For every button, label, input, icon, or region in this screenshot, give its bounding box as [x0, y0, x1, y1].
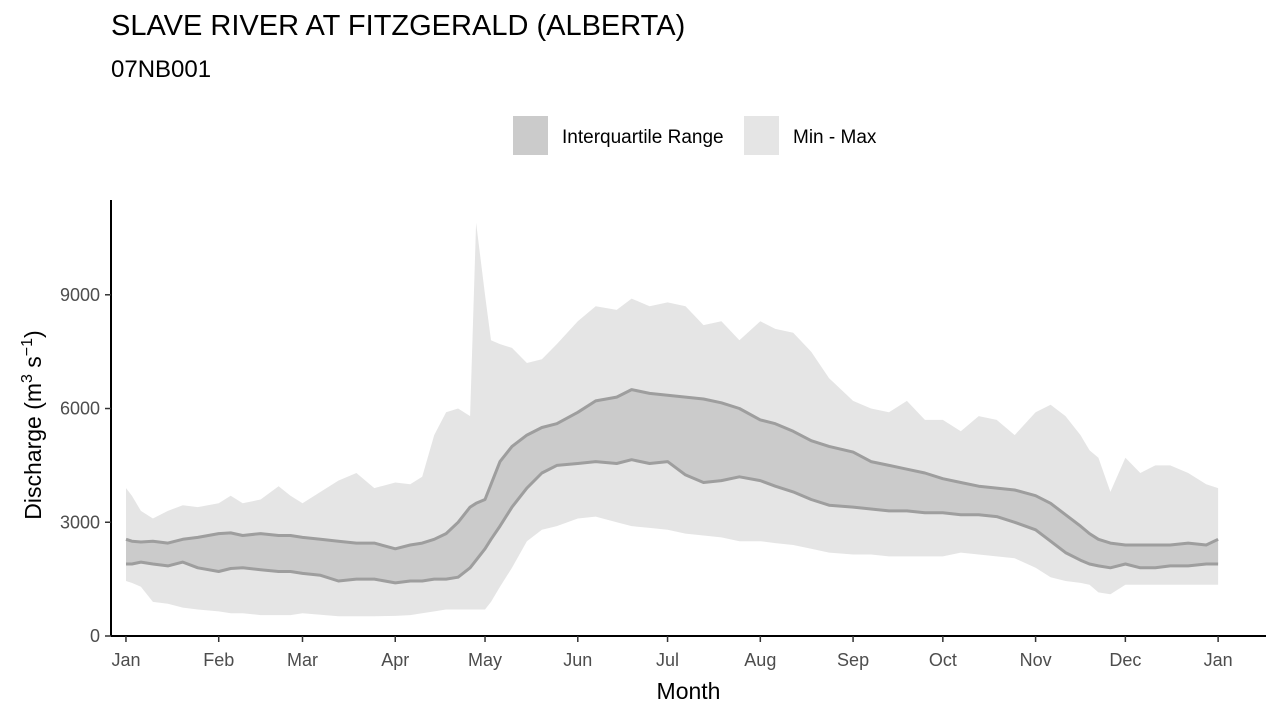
x-tick-label: Dec — [1109, 650, 1141, 670]
legend-swatch — [513, 116, 548, 155]
x-tick-label: Jun — [563, 650, 592, 670]
legend: Interquartile Range Min - Max — [513, 116, 877, 155]
x-tick-label: Aug — [744, 650, 776, 670]
x-tick-label: Mar — [287, 650, 318, 670]
axes — [105, 200, 1266, 642]
iqr-lower-line — [126, 458, 1219, 585]
y-tick-label: 6000 — [60, 399, 100, 419]
x-tick-label: Oct — [929, 650, 957, 670]
x-tick-label: Jul — [656, 650, 679, 670]
iqr-upper-line — [125, 388, 1219, 551]
chart-title: SLAVE RIVER AT FITZGERALD (ALBERTA) — [111, 10, 686, 42]
y-axis-title: Discharge (m3 s−1) — [19, 330, 46, 519]
iqr-band — [125, 388, 1219, 585]
y-tick-label: 3000 — [60, 512, 100, 532]
x-axis-title: Month — [657, 678, 721, 704]
y-tick-label: 9000 — [60, 285, 100, 305]
x-tick-label: Feb — [203, 650, 234, 670]
x-tick-label: May — [468, 650, 502, 670]
x-tick-label: Jan — [1204, 650, 1233, 670]
chart-subtitle: 07NB001 — [111, 56, 212, 83]
x-tick-label: Sep — [837, 650, 869, 670]
y-tick-label: 0 — [90, 626, 100, 646]
legend-label: Interquartile Range — [562, 127, 724, 148]
axis-labels: 0 3000 6000 9000 Jan Feb Mar Apr May Jun Jul Aug Sep… — [19, 285, 1233, 704]
x-tick-label: Apr — [381, 650, 409, 670]
iqr-area — [126, 389, 1219, 583]
x-tick-label: Jan — [111, 650, 140, 670]
x-tick-label: Nov — [1020, 650, 1052, 670]
legend-label: Min - Max — [793, 127, 877, 148]
legend-swatch — [744, 116, 779, 155]
